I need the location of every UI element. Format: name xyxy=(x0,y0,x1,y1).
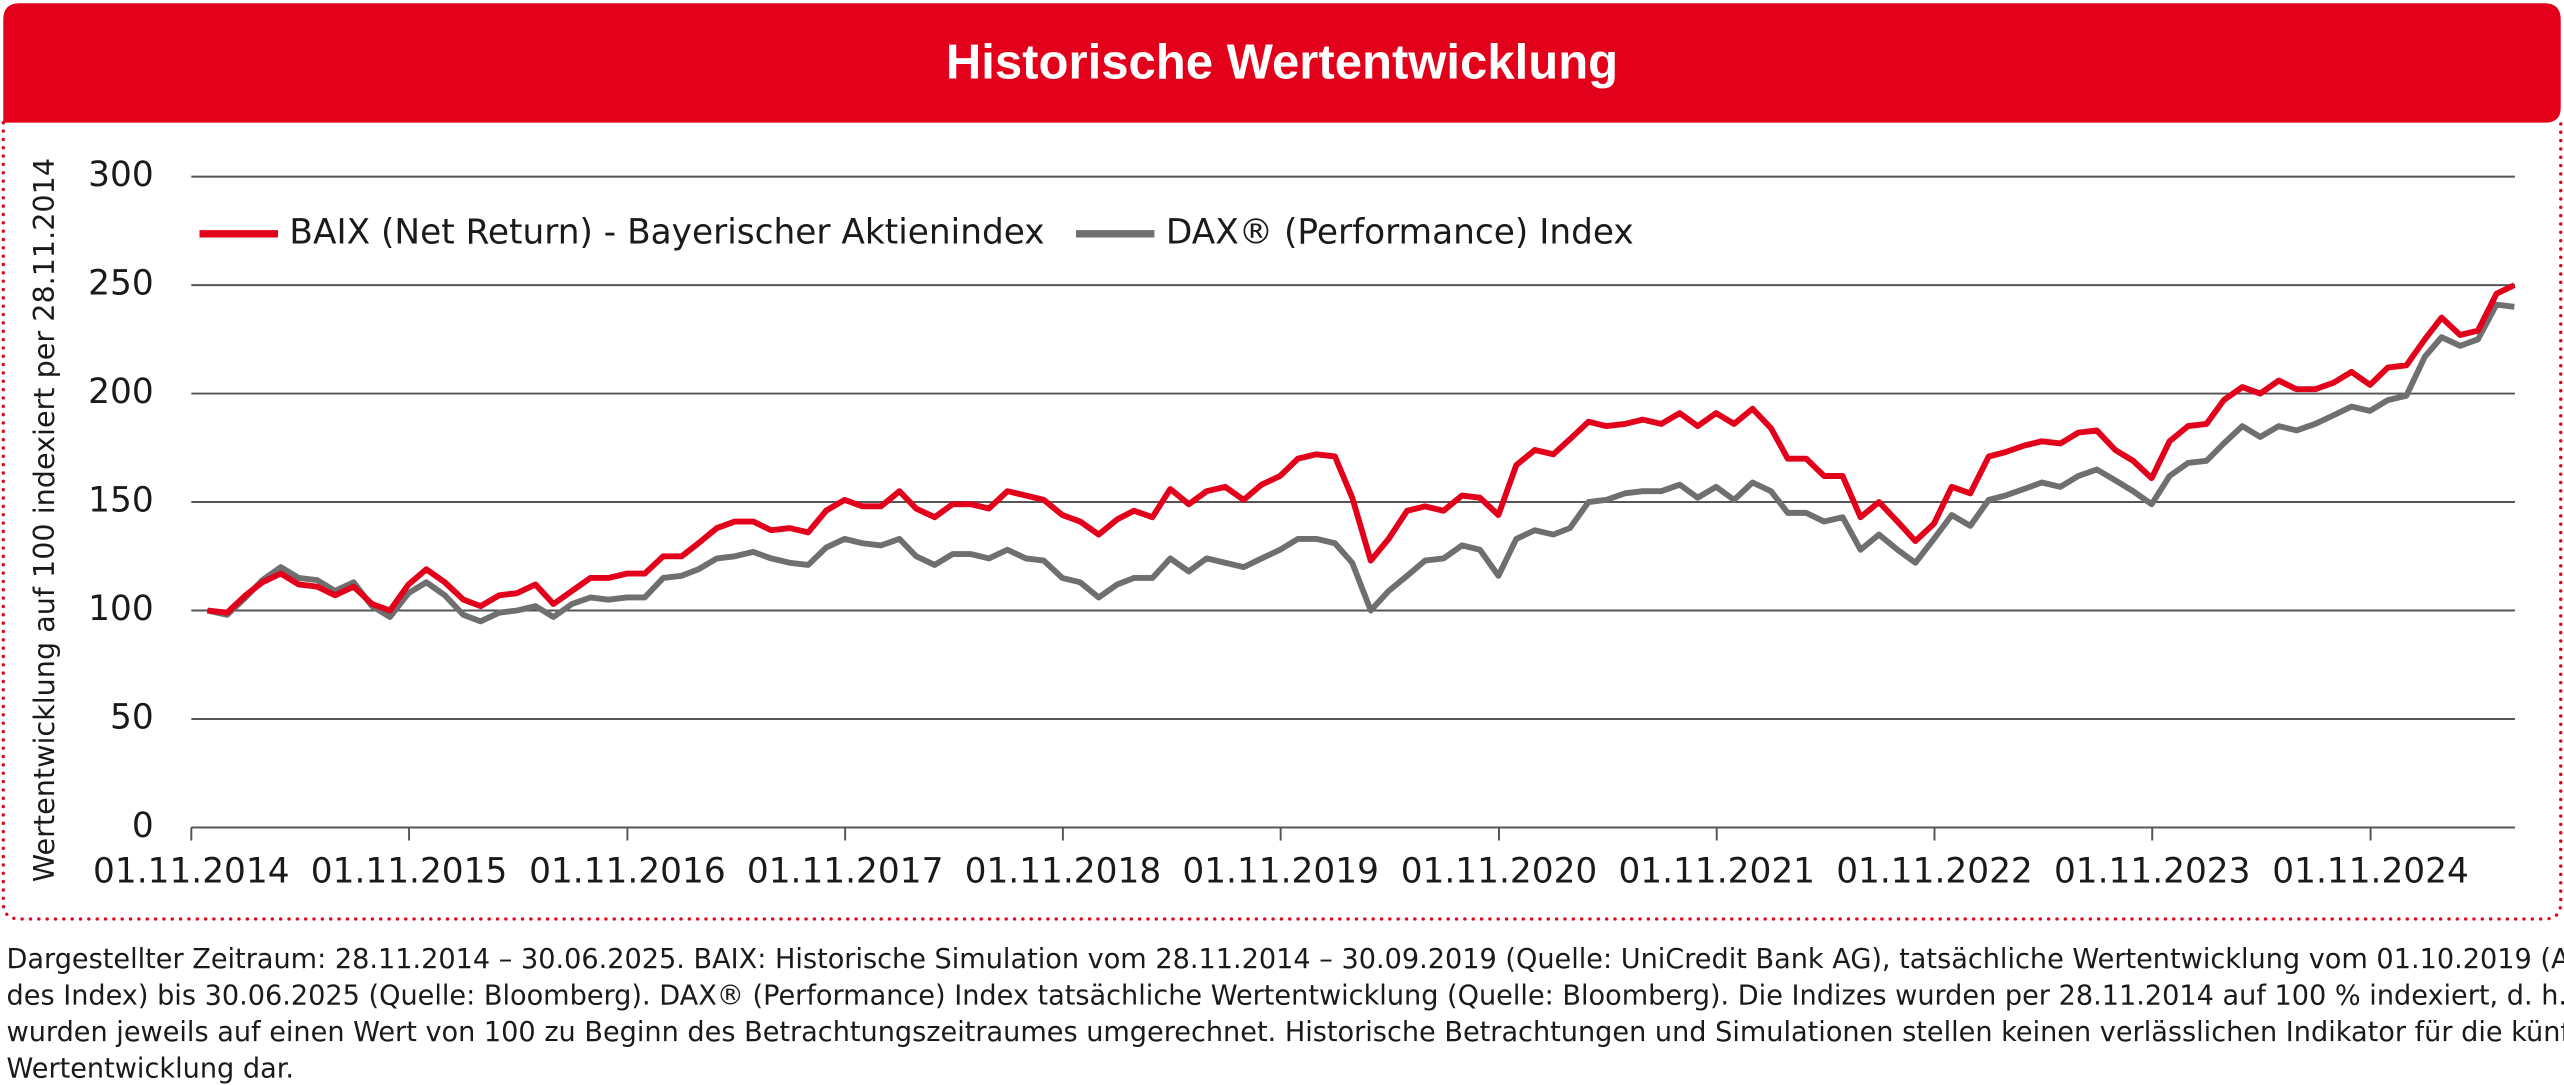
x-tick-label: 01.11.2018 xyxy=(965,852,1162,892)
y-tick-label: 100 xyxy=(88,589,154,629)
x-tick-label: 01.11.2023 xyxy=(2054,852,2251,892)
x-tick-label: 01.11.2014 xyxy=(93,852,290,892)
x-tick-label: 01.11.2016 xyxy=(529,852,726,892)
x-tick-label: 01.11.2017 xyxy=(747,852,944,892)
footnote: Dargestellter Zeitraum: 28.11.2014 – 30.… xyxy=(7,944,2564,975)
series-line xyxy=(207,282,2516,616)
legend-label: BAIX (Net Return) - Bayerischer Aktienin… xyxy=(289,212,1044,252)
x-tick-label: 01.11.2022 xyxy=(1836,852,2033,892)
y-tick-label: 0 xyxy=(132,806,154,846)
y-axis-label: Wertentwicklung auf 100 indexiert per 28… xyxy=(27,158,61,882)
legend-label: DAX® (Performance) Index xyxy=(1166,212,1634,252)
x-tick-label: 01.11.2024 xyxy=(2272,852,2469,892)
frame xyxy=(1,121,2563,921)
chart-title: Historische Wertentwicklung xyxy=(946,35,1618,89)
x-tick-label: 01.11.2020 xyxy=(1401,852,1598,892)
y-tick-label: 50 xyxy=(110,697,154,737)
x-tick-label: 01.11.2015 xyxy=(311,852,508,892)
header-band xyxy=(3,3,2561,123)
y-tick-label: 250 xyxy=(88,264,154,304)
footnote: Wertentwicklung dar. xyxy=(7,1053,294,1084)
y-tick-label: 200 xyxy=(88,372,154,412)
x-tick-label: 01.11.2021 xyxy=(1618,852,1815,892)
footnote: wurden jeweils auf einen Wert von 100 zu… xyxy=(7,1017,2564,1048)
series-line xyxy=(206,301,2515,625)
x-tick-label: 01.11.2019 xyxy=(1182,852,1379,892)
y-tick-label: 300 xyxy=(88,155,154,195)
footnote: des Index) bis 30.06.2025 (Quelle: Bloom… xyxy=(7,981,2564,1012)
y-tick-label: 150 xyxy=(88,481,154,521)
